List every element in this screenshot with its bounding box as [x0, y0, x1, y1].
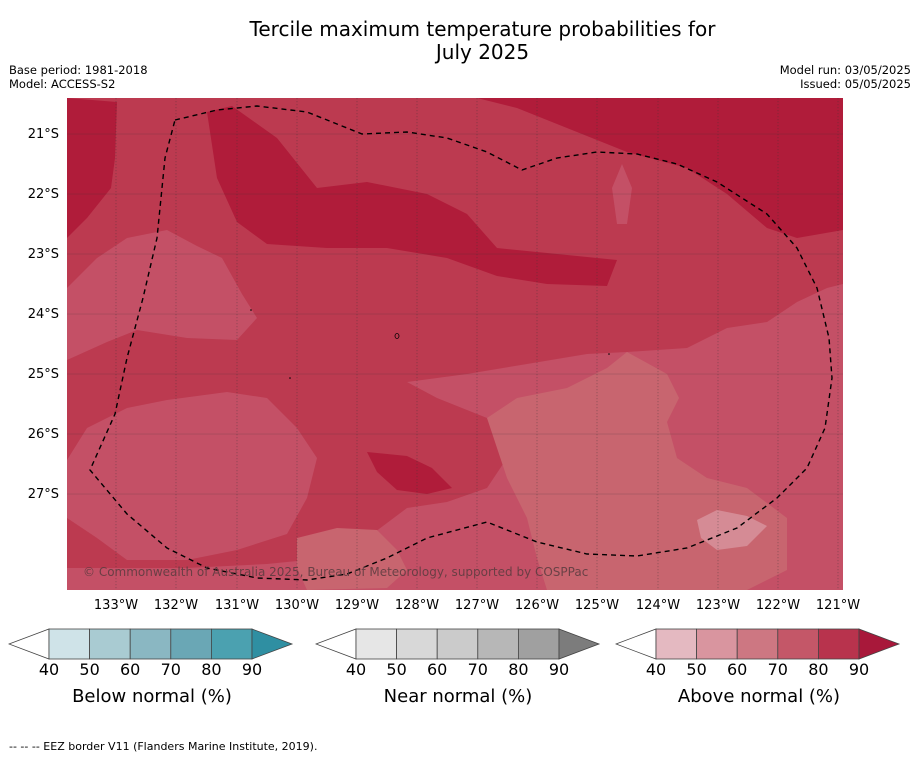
colorbar-tick-label: 70 — [467, 660, 488, 679]
lon-label: 131°W — [214, 598, 260, 613]
colorbar-segment — [129, 628, 172, 660]
region-60-northeast-spot — [612, 164, 632, 224]
lat-label: 26°S — [27, 427, 59, 442]
colorbar-tick-label: 40 — [645, 660, 667, 679]
colorbar-segment — [736, 628, 779, 660]
region-40-southeast — [697, 510, 767, 550]
region-80-west — [67, 98, 117, 238]
lon-label: 128°W — [394, 598, 440, 613]
lon-label: 129°W — [334, 598, 380, 613]
colorbar-segment — [48, 628, 90, 660]
island-marker — [394, 333, 400, 339]
latitude-lines — [67, 133, 843, 495]
lon-label: 126°W — [514, 598, 560, 613]
colorbar-extend-low — [615, 628, 657, 660]
colorbar-tick-label: 40 — [38, 660, 60, 679]
island-marker — [608, 353, 610, 355]
base-period-text: Base period: 1981-2018 — [9, 63, 148, 77]
lon-label: 132°W — [153, 598, 199, 613]
lon-label: 125°W — [574, 598, 620, 613]
colorbar-extend-high — [858, 628, 901, 660]
graticule — [115, 98, 839, 590]
probability-map[interactable]: © Commonwealth of Australia 2025, Bureau… — [67, 98, 843, 590]
lat-label: 22°S — [27, 187, 59, 202]
colorbar-segment — [89, 628, 131, 660]
colorbar-tick-label: 90 — [241, 660, 263, 679]
lon-label: 122°W — [755, 598, 801, 613]
colorbar-below-normal — [8, 628, 294, 660]
lon-label: 121°W — [815, 598, 861, 613]
colorbar-near-normal — [315, 628, 601, 660]
colorbar-tick-label: 60 — [727, 660, 748, 679]
model-run-text: Model run: 03/05/2025 — [779, 63, 911, 77]
lon-label: 127°W — [454, 598, 500, 613]
lon-label: 130°W — [274, 598, 320, 613]
colorbar-label-near: Near normal (%) — [383, 686, 533, 707]
lat-label: 23°S — [27, 247, 59, 262]
region-60-southwest — [67, 392, 317, 560]
colorbar-segment — [477, 628, 519, 660]
colorbar-segment — [210, 628, 253, 660]
colorbar-tick-label: 50 — [79, 660, 100, 679]
issued-text: Issued: 05/05/2025 — [800, 77, 911, 91]
colorbar-tick-label: 50 — [686, 660, 707, 679]
colorbar-tick-label: 70 — [767, 660, 788, 679]
colorbar-label-below: Below normal (%) — [72, 686, 232, 707]
colorbar-extend-high — [558, 628, 601, 660]
region-80-central-band — [207, 106, 617, 286]
colorbar-tick-label: 90 — [548, 660, 570, 679]
lat-label: 27°S — [27, 487, 59, 502]
title-line-1: Tercile maximum temperature probabilitie… — [249, 17, 716, 41]
colorbar-segment — [436, 628, 479, 660]
colorbar-extend-low — [315, 628, 357, 660]
lat-label: 21°S — [27, 127, 59, 142]
lon-label: 133°W — [93, 598, 139, 613]
eez-border — [89, 105, 833, 581]
eez-footnote: -- -- -- EEZ border V11 (Flanders Marine… — [9, 740, 318, 753]
page-title: Tercile maximum temperature probabilitie… — [0, 18, 919, 64]
lat-label: 25°S — [27, 367, 59, 382]
colorbar-segment — [817, 628, 860, 660]
colorbar-extend-high — [251, 628, 294, 660]
colorbar-segment — [170, 628, 212, 660]
colorbar-tick-label: 80 — [808, 660, 829, 679]
colorbar-segment — [777, 628, 819, 660]
island-marker — [289, 377, 291, 379]
meta-right: Model run: 03/05/2025 Issued: 05/05/2025 — [780, 63, 911, 91]
meta-left: Base period: 1981-2018 Model: ACCESS-S2 — [9, 63, 148, 91]
colorbar-tick-label: 40 — [345, 660, 367, 679]
colorbar-tick-label: 80 — [508, 660, 529, 679]
title-line-2: July 2025 — [435, 40, 530, 64]
colorbar-segment — [517, 628, 560, 660]
colorbar-segment — [355, 628, 397, 660]
island-marker — [250, 309, 252, 311]
region-80-south — [367, 452, 452, 494]
colorbar-tick-label: 60 — [120, 660, 141, 679]
lon-label: 123°W — [695, 598, 741, 613]
colorbar-above-normal — [615, 628, 901, 660]
colorbar-tick-label: 70 — [160, 660, 181, 679]
map-svg — [67, 98, 843, 590]
lat-label: 24°S — [27, 307, 59, 322]
colorbar-segment — [396, 628, 438, 660]
copyright-text: © Commonwealth of Australia 2025, Bureau… — [83, 565, 589, 579]
colorbar-tick-label: 80 — [201, 660, 222, 679]
colorbar-tick-label: 50 — [386, 660, 407, 679]
region-80-northeast — [477, 98, 843, 238]
region-50-south — [297, 528, 407, 590]
colorbar-segment — [655, 628, 697, 660]
colorbar-label-above: Above normal (%) — [677, 686, 841, 707]
colorbar-tick-label: 90 — [848, 660, 870, 679]
region-60-west — [67, 230, 257, 360]
lon-label: 124°W — [635, 598, 681, 613]
colorbar-extend-low — [8, 628, 50, 660]
colorbar-segment — [696, 628, 738, 660]
colorbar-tick-label: 60 — [427, 660, 448, 679]
model-text: Model: ACCESS-S2 — [9, 77, 116, 91]
